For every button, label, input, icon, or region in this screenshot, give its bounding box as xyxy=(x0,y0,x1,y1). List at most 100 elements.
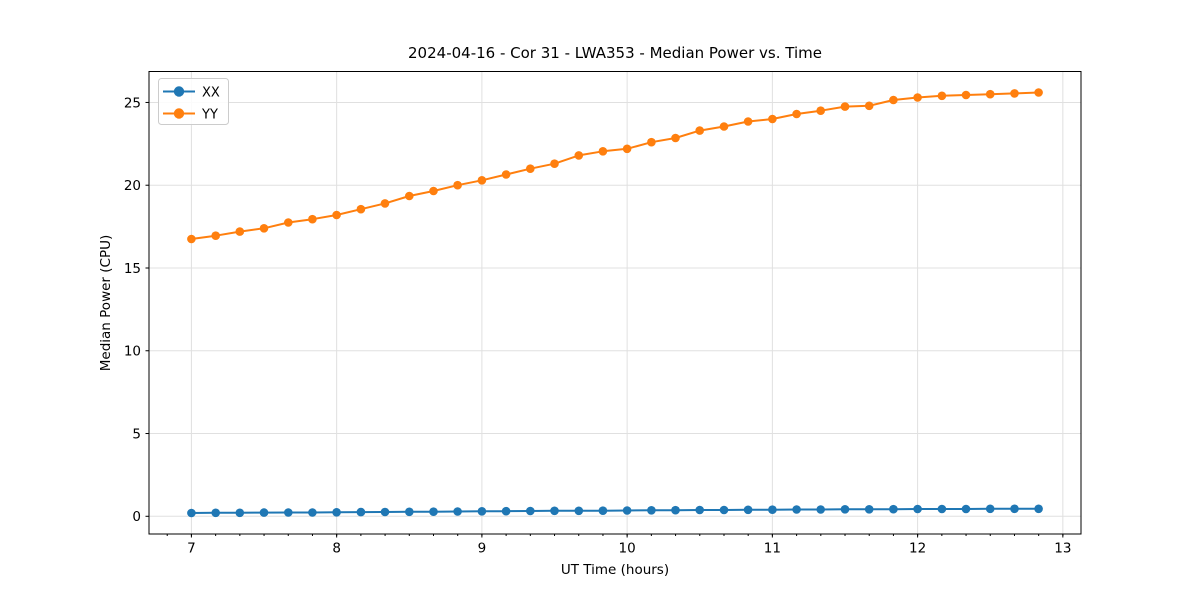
data-marker-yy xyxy=(671,133,680,143)
y-axis-label: Median Power (CPU) xyxy=(98,235,114,371)
data-marker-xx xyxy=(913,504,922,514)
data-marker-yy xyxy=(816,106,825,115)
series-yy xyxy=(187,88,1043,244)
data-marker-xx xyxy=(235,508,245,518)
data-marker-xx xyxy=(187,508,196,518)
data-marker-yy xyxy=(405,191,414,201)
data-marker-xx xyxy=(719,505,729,515)
x-tick-label-8: 8 xyxy=(332,541,341,557)
data-marker-yy xyxy=(889,95,898,105)
data-marker-xx xyxy=(816,505,825,514)
data-marker-yy xyxy=(1010,89,1019,98)
grid-layer xyxy=(149,71,1081,534)
data-marker-xx xyxy=(574,506,584,516)
data-marker-xx xyxy=(308,508,317,517)
data-marker-xx xyxy=(622,506,632,515)
data-marker-yy xyxy=(840,102,850,111)
data-marker-xx xyxy=(792,505,801,514)
data-marker-xx xyxy=(477,507,487,516)
series-line-xx xyxy=(191,507,1039,514)
data-marker-yy xyxy=(356,204,366,214)
data-marker-xx xyxy=(695,505,704,515)
data-marker-yy xyxy=(332,210,341,220)
data-marker-xx xyxy=(453,507,462,516)
legend-item-yy: YY xyxy=(163,108,218,123)
data-marker-xx xyxy=(356,507,366,517)
plot-border xyxy=(148,71,1082,535)
data-marker-xx xyxy=(937,504,947,514)
data-marker-xx xyxy=(598,506,608,515)
data-marker-xx xyxy=(985,504,995,514)
data-marker-xx xyxy=(211,508,220,518)
data-marker-yy xyxy=(622,144,632,154)
y-tick-label-5: 5 xyxy=(132,426,141,442)
legend-label-xx: XX xyxy=(202,86,220,101)
data-marker-yy xyxy=(187,234,196,244)
y-tick-label-10: 10 xyxy=(124,344,141,360)
y-tick-label-0: 0 xyxy=(132,509,141,525)
series-line-yy xyxy=(191,91,1039,240)
data-marker-xx xyxy=(284,508,293,517)
data-marker-xx xyxy=(889,504,898,514)
data-marker-xx xyxy=(961,504,971,514)
series-xx xyxy=(187,504,1043,518)
data-marker-xx xyxy=(1034,504,1043,514)
data-marker-yy xyxy=(284,218,293,227)
data-marker-xx xyxy=(647,506,656,515)
data-marker-yy xyxy=(937,91,947,101)
data-marker-yy xyxy=(961,90,971,100)
y-tick-label-15: 15 xyxy=(124,261,141,277)
data-marker-yy xyxy=(768,114,777,124)
data-marker-yy xyxy=(598,147,608,156)
data-marker-yy xyxy=(647,137,656,147)
data-marker-yy xyxy=(308,214,317,224)
data-marker-yy xyxy=(719,122,729,131)
data-marker-xx xyxy=(671,505,680,515)
x-tick-label-13: 13 xyxy=(1054,541,1071,557)
x-tick-label-10: 10 xyxy=(619,541,636,557)
tick-layer: 7 8 9 10 11 12 13 0 5 10 15 20 25 xyxy=(124,95,1072,556)
data-marker-xx xyxy=(526,506,535,516)
series-layer xyxy=(187,88,1043,518)
data-marker-xx xyxy=(429,507,438,516)
data-marker-yy xyxy=(235,227,245,236)
data-marker-yy xyxy=(211,231,220,240)
data-marker-yy xyxy=(453,180,462,190)
data-marker-xx xyxy=(743,505,753,515)
x-tick-label-7: 7 xyxy=(187,541,196,557)
data-marker-xx xyxy=(768,505,777,514)
data-marker-xx xyxy=(1010,504,1019,514)
x-tick-label-11: 11 xyxy=(764,541,781,557)
legend-item-xx: XX xyxy=(163,86,220,101)
data-marker-yy xyxy=(550,159,559,168)
data-marker-yy xyxy=(526,164,535,173)
data-marker-yy xyxy=(792,109,801,119)
chart-title: 2024-04-16 - Cor 31 - LWA353 - Median Po… xyxy=(408,44,822,62)
legend-label-yy: YY xyxy=(201,108,218,123)
data-marker-yy xyxy=(743,117,753,126)
data-marker-yy xyxy=(1034,88,1043,97)
legend-marker-icon-yy xyxy=(173,108,185,119)
data-marker-yy xyxy=(695,126,704,135)
data-marker-yy xyxy=(380,199,390,208)
legend: XX YY xyxy=(158,78,229,125)
data-marker-xx xyxy=(259,508,269,517)
data-marker-yy xyxy=(913,93,922,102)
data-marker-xx xyxy=(405,507,414,517)
x-tick-label-9: 9 xyxy=(478,541,487,557)
data-marker-yy xyxy=(429,186,438,196)
data-marker-xx xyxy=(550,506,559,516)
y-tick-label-20: 20 xyxy=(124,178,141,194)
data-marker-yy xyxy=(864,101,874,111)
data-marker-xx xyxy=(332,508,341,517)
data-marker-yy xyxy=(477,176,487,185)
data-marker-yy xyxy=(501,170,511,179)
x-tick-label-12: 12 xyxy=(909,541,926,557)
x-axis-label: UT Time (hours) xyxy=(561,562,669,578)
data-marker-yy xyxy=(985,89,995,99)
data-marker-xx xyxy=(501,506,511,516)
y-tick-label-25: 25 xyxy=(124,95,141,111)
data-marker-yy xyxy=(574,151,584,160)
